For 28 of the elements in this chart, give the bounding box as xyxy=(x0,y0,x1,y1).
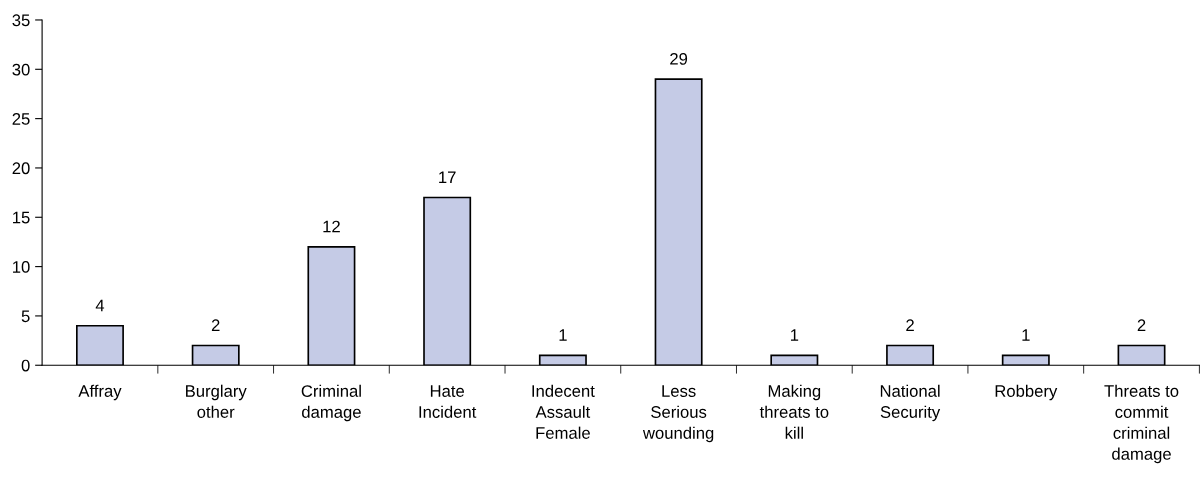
y-tick-label: 35 xyxy=(12,14,30,27)
data-label: 1 xyxy=(790,329,799,341)
data-label: 2 xyxy=(1137,319,1146,331)
x-tick-label: Less Serious wounding xyxy=(642,385,714,443)
x-tick-label: Indecent Assault Female xyxy=(532,384,595,439)
y-tick-label: 15 xyxy=(13,211,30,224)
y-tick-label: 25 xyxy=(12,113,30,125)
x-tick-label: Making threats to kill xyxy=(759,384,829,439)
data-label: 1 xyxy=(1022,329,1030,341)
x-tick-label: Threats to commit criminal damage xyxy=(1104,384,1179,464)
y-tick-label: 20 xyxy=(12,162,30,175)
x-tick-label: Burglary other xyxy=(186,384,247,418)
data-label: 2 xyxy=(211,319,220,331)
data-label: 12 xyxy=(323,220,340,233)
x-tick-label: Criminal damage xyxy=(301,384,361,422)
data-label: 17 xyxy=(439,171,456,183)
x-tick-label: Robbery xyxy=(995,384,1058,401)
data-label: 4 xyxy=(95,299,105,312)
y-tick-label: 5 xyxy=(21,310,30,323)
x-tick-label: Affray xyxy=(78,384,122,401)
y-tick-label: 10 xyxy=(13,261,30,273)
data-label: 1 xyxy=(559,329,567,341)
data-label: 29 xyxy=(670,52,688,65)
x-tick-label: Hate Incident xyxy=(419,385,477,418)
y-tick-label: 30 xyxy=(12,63,30,76)
data-label: 2 xyxy=(906,319,914,331)
x-tick-label: National Security xyxy=(880,384,941,422)
y-tick-label: 0 xyxy=(21,359,30,372)
